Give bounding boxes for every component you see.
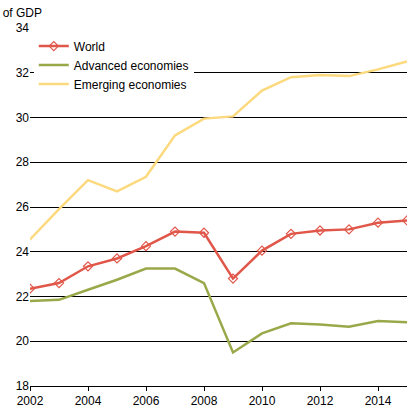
svg-text:34: 34 (16, 21, 30, 35)
svg-text:2014: 2014 (365, 394, 392, 408)
svg-text:2002: 2002 (17, 394, 44, 408)
svg-text:Advanced economies: Advanced economies (74, 59, 189, 73)
svg-text:18: 18 (16, 379, 30, 393)
svg-text:28: 28 (16, 155, 30, 169)
svg-text:30: 30 (16, 111, 30, 125)
svg-text:24: 24 (16, 245, 30, 259)
svg-text:26: 26 (16, 200, 30, 214)
svg-text:20: 20 (16, 334, 30, 348)
svg-text:2004: 2004 (75, 394, 102, 408)
svg-text:22: 22 (16, 290, 30, 304)
svg-text:2008: 2008 (191, 394, 218, 408)
svg-text:per cent of GDP: per cent of GDP (0, 6, 42, 20)
svg-text:Emerging economies: Emerging economies (74, 78, 187, 92)
svg-text:32: 32 (16, 66, 30, 80)
svg-text:2006: 2006 (133, 394, 160, 408)
svg-text:2010: 2010 (249, 394, 276, 408)
svg-text:2012: 2012 (307, 394, 334, 408)
svg-text:World: World (74, 40, 105, 54)
